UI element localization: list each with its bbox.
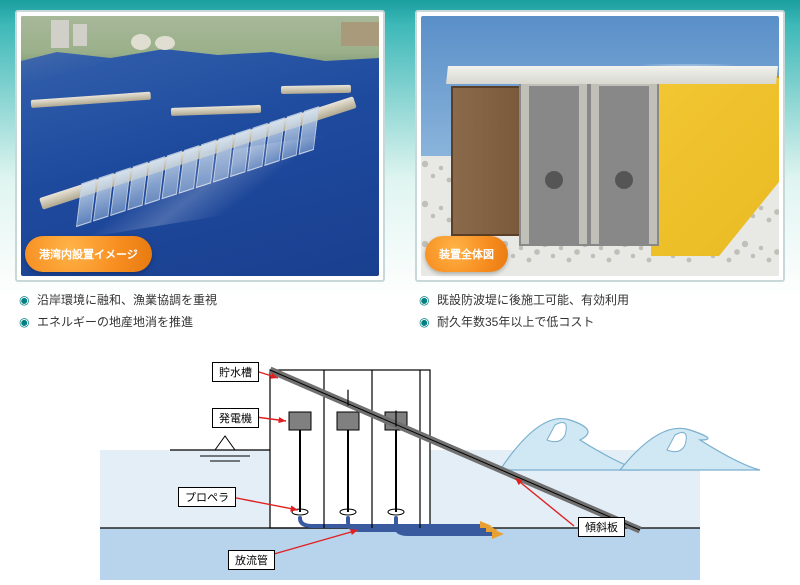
right-badge: 装置全体図: [425, 236, 508, 272]
cutaway-back-wall: [451, 86, 521, 236]
top-deck: [446, 66, 778, 84]
breakwater: [281, 85, 351, 94]
panel-row: 港湾内設置イメージ 沿岸環境に融和、漁業協調を重視 エネルギーの地産地消を推進 …: [0, 0, 800, 333]
left-panel: 港湾内設置イメージ: [15, 10, 385, 282]
bullet-item: エネルギーの地産地消を推進: [37, 312, 385, 334]
label-discharge-pipe: 放流管: [228, 550, 275, 570]
bullet-item: 既設防波堤に後施工可能、有効利用: [437, 290, 785, 312]
label-inclined-plate: 傾斜板: [578, 517, 625, 537]
building: [73, 24, 87, 46]
cross-section-diagram: 貯水槽 発電機 プロペラ 放流管 傾斜板: [0, 350, 800, 580]
right-panel: 装置全体図: [415, 10, 785, 282]
diagram-svg: [0, 350, 800, 580]
bullet-item: 沿岸環境に融和、漁業協調を重視: [37, 290, 385, 312]
label-propeller: プロペラ: [178, 487, 236, 507]
tank: [131, 34, 151, 50]
industrial: [341, 22, 379, 46]
right-panel-col: 装置全体図 既設防波堤に後施工可能、有効利用 耐久年数35年以上で低コスト: [415, 10, 785, 333]
channel-2: [589, 76, 659, 246]
building: [51, 20, 69, 48]
left-badge: 港湾内設置イメージ: [25, 236, 152, 272]
bullet-item: 耐久年数35年以上で低コスト: [437, 312, 785, 334]
tank: [155, 36, 175, 50]
channel-1: [519, 76, 589, 246]
left-panel-col: 港湾内設置イメージ 沿岸環境に融和、漁業協調を重視 エネルギーの地産地消を推進: [15, 10, 385, 333]
label-generator: 発電機: [212, 408, 259, 428]
right-bullets: 既設防波堤に後施工可能、有効利用 耐久年数35年以上で低コスト: [415, 282, 785, 333]
left-bullets: 沿岸環境に融和、漁業協調を重視 エネルギーの地産地消を推進: [15, 282, 385, 333]
label-reservoir: 貯水槽: [212, 362, 259, 382]
